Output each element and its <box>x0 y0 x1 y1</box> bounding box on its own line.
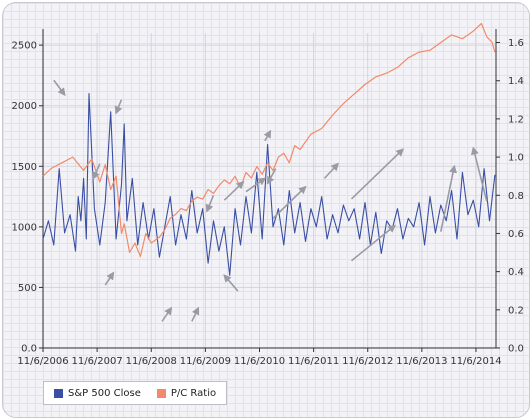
annotation-arrow <box>350 148 405 200</box>
y-left-tick-label: 2500 <box>12 41 37 52</box>
y-right-tick-label: 1.0 <box>508 153 524 164</box>
annotation-arrow <box>266 168 277 185</box>
y-right-tick-label: 0.8 <box>508 191 524 202</box>
y-right-tick-label: 0.2 <box>508 305 524 316</box>
x-tick-label: 11/6/2014 <box>450 356 501 367</box>
annotation-arrow <box>263 129 272 142</box>
annotation-arrow <box>191 306 200 322</box>
annotation-arrow <box>161 306 173 322</box>
y-left-tick-label: 1000 <box>12 222 37 233</box>
y-left-tick-label: 500 <box>18 283 37 294</box>
y-right-tick-label: 0.6 <box>508 229 524 240</box>
x-tick-label: 11/6/2011 <box>288 356 339 367</box>
y-left-tick-label: 2000 <box>12 101 37 112</box>
annotation-arrow <box>323 162 340 179</box>
annotation-arrow <box>272 185 307 219</box>
grid-lines <box>42 33 496 349</box>
x-tick-label: 11/6/2006 <box>17 356 68 367</box>
legend-label-sp500: S&P 500 Close <box>68 387 141 399</box>
annotation-arrows <box>53 79 488 322</box>
y-left-tick-label: 0.0 <box>21 344 37 355</box>
chart-svg: 0.0 500 1000 1500 2000 2500 0.0 0.2 0.4 0.6 0.8 1.0… <box>12 22 524 367</box>
annotation-arrow <box>114 99 123 115</box>
y-right-tick-label: 1.6 <box>508 38 524 49</box>
x-tick-label: 11/6/2007 <box>71 356 122 367</box>
legend-item-pc-ratio: P/C Ratio <box>156 387 217 399</box>
annotation-arrow <box>104 271 115 286</box>
annotation-arrow <box>245 177 267 193</box>
x-tick-label: 11/6/2008 <box>126 356 177 367</box>
axes: 0.0 500 1000 1500 2000 2500 0.0 0.2 0.4 0.6 0.8 1.0… <box>12 29 524 367</box>
legend: S&P 500 Close P/C Ratio <box>43 381 228 405</box>
annotation-arrow <box>223 274 239 292</box>
series-layer <box>42 22 496 276</box>
annotation-arrow <box>53 79 66 97</box>
legend-label-pc-ratio: P/C Ratio <box>170 387 217 399</box>
legend-item-sp500: S&P 500 Close <box>54 388 141 399</box>
x-tick-label: 11/6/2009 <box>180 356 231 367</box>
annotation-arrow <box>205 195 215 213</box>
annotation-arrow <box>440 164 457 232</box>
x-tick-label: 11/6/2013 <box>396 356 447 367</box>
annotation-arrow <box>223 180 245 201</box>
legend-swatch-pc-ratio <box>156 388 166 398</box>
y-right-tick-label: 0.0 <box>508 344 524 355</box>
annotation-arrow <box>470 146 488 202</box>
annotation-arrow <box>92 163 101 180</box>
y-right-tick-label: 0.4 <box>508 267 524 278</box>
y-left-tick-label: 1500 <box>12 162 37 173</box>
legend-swatch-sp500 <box>54 388 63 398</box>
y-right-tick-label: 1.2 <box>508 114 524 125</box>
x-tick-label: 11/6/2012 <box>342 356 393 367</box>
annotation-arrow <box>350 224 397 262</box>
y-right-tick-label: 1.4 <box>508 76 524 87</box>
x-tick-label: 11/6/2010 <box>234 356 285 367</box>
series-line-sp500 <box>42 93 496 276</box>
